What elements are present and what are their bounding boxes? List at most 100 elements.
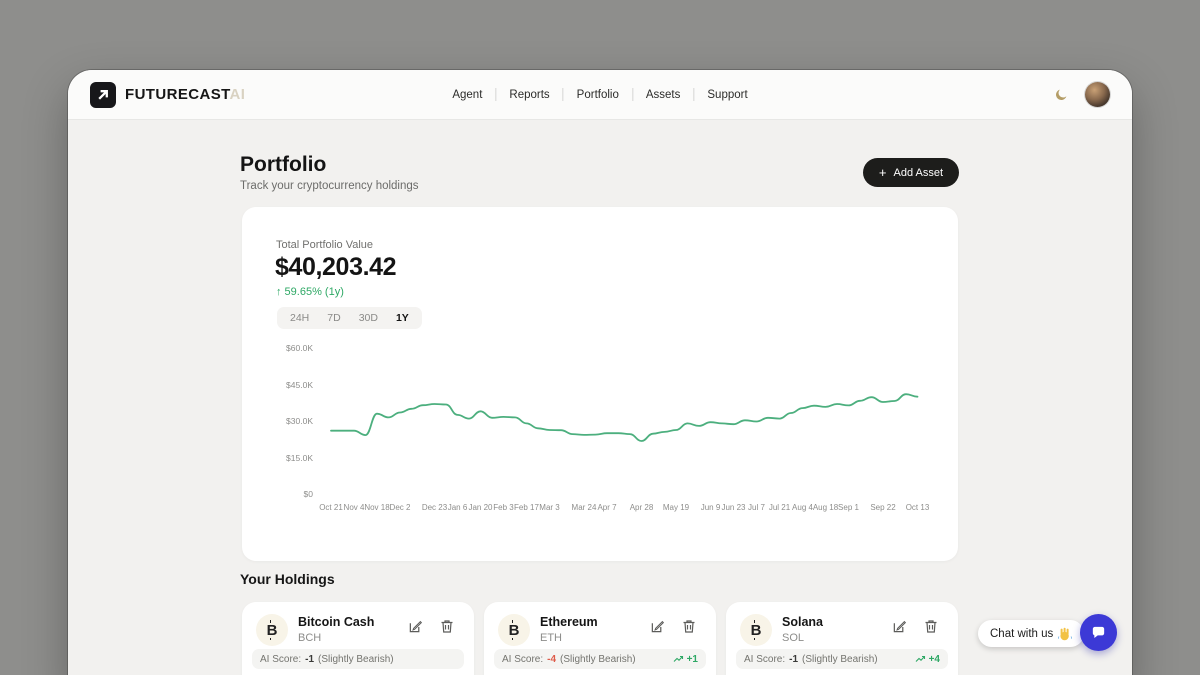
x-axis-label: Apr 7 [597,503,617,512]
coin-icon-circle: B [740,614,772,646]
app-window: FUTURECASTAI Agent Reports Portfolio Ass… [68,70,1132,675]
coin-icon-circle: B [498,614,530,646]
nav-separator [693,88,695,101]
holding-card-sol: B Solana SOL AI Score: -1 (Slightly Bear… [726,602,958,675]
chat-launcher-button[interactable] [1080,614,1117,651]
coin-symbol: BCH [298,632,322,644]
portfolio-line-chart: $60.0K $45.0K $30.0K $15.0K $0 Oct 21 Nov 4 Nov… [242,207,958,561]
total-value-label: Total Portfolio Value [276,239,374,251]
trash-icon [683,619,695,633]
page-subtitle: Track your cryptocurrency holdings [240,180,419,192]
x-axis-label: Sep 22 [870,503,896,512]
coin-name: Bitcoin Cash [298,615,375,629]
portfolio-value-card: Total Portfolio Value $40,203.42 ↑ 59.65… [242,207,958,561]
bitcoin-icon: B [508,620,520,640]
x-axis-label: Jul 7 [748,503,765,512]
x-axis-label: Jan 20 [468,503,493,512]
coin-icon-circle: B [256,614,288,646]
nav-item-agent[interactable]: Agent [452,88,483,101]
x-axis-label: Oct 21 [319,503,343,512]
ai-trend: +1 [673,654,698,665]
y-axis-label: $60.0K [286,343,313,353]
coin-symbol: ETH [540,632,562,644]
ai-score-row: AI Score: -1 (Slightly Bearish) [252,649,464,669]
x-axis-label: Nov 4 [343,503,365,512]
x-axis-label: Feb 3 [493,503,514,512]
nav-separator [562,88,564,101]
edit-icon [409,620,422,632]
x-axis-label: Sep 1 [838,503,859,512]
trash-icon [441,619,453,633]
coin-symbol: SOL [782,632,805,644]
edit-asset-button[interactable] [890,617,908,635]
ai-score-row: AI Score: -1 (Slightly Bearish) +4 [736,649,948,669]
value-change-badge: ↑ 59.65% (1y) [276,286,344,298]
chat-bubble-icon [1092,626,1105,638]
x-axis-label: Aug 18 [812,503,839,512]
page-title: Portfolio [240,153,327,176]
x-axis-label: Nov 18 [364,503,390,512]
x-axis-label: Jun 23 [721,503,746,512]
chat-with-us-pill[interactable]: Chat with us [978,620,1085,647]
x-axis-label: Mar 24 [571,503,597,512]
edit-icon [651,620,664,632]
edit-asset-button[interactable] [648,617,666,635]
add-asset-button[interactable]: + Add Asset [863,158,959,187]
x-axis-label: Dec 2 [389,503,411,512]
trash-icon [925,619,937,633]
ai-score-row: AI Score: -4 (Slightly Bearish) +1 [494,649,706,669]
range-30d[interactable]: 30D [358,312,378,324]
range-1y[interactable]: 1Y [395,312,409,324]
user-avatar[interactable] [1085,82,1110,107]
edit-asset-button[interactable] [406,617,424,635]
x-axis-label: Jul 21 [768,503,791,512]
range-24h[interactable]: 24H [290,312,310,324]
nav-item-assets[interactable]: Assets [645,88,681,101]
x-axis-label: Dec 23 [421,503,448,512]
x-axis-label: Aug 4 [792,503,813,512]
moon-icon [1055,89,1066,101]
ai-trend: +4 [915,654,940,665]
nav-separator [631,88,633,101]
x-axis-label: Apr 28 [629,503,654,512]
total-value-amount: $40,203.42 [275,253,397,281]
range-7d[interactable]: 7D [327,312,341,324]
brand-name: FUTURECASTAI [125,86,246,103]
delete-asset-button[interactable] [438,617,456,635]
nav-item-portfolio[interactable]: Portfolio [576,88,619,101]
nav-separator [495,88,497,101]
x-axis-label: Jan 6 [447,503,468,512]
nav-item-support[interactable]: Support [707,88,748,101]
y-axis-label: $15.0K [286,452,313,463]
dark-mode-toggle[interactable] [1051,85,1071,105]
time-range-selector: 24H 7D 30D 1Y [277,307,422,329]
plus-icon: + [878,165,887,180]
x-axis-label: Jun 9 [700,503,721,512]
logo-arrow-icon [90,81,116,108]
trending-up-icon [915,655,925,662]
holdings-section-title: Your Holdings [240,571,335,587]
x-axis-label: Oct 13 [905,503,930,512]
x-axis-label: Feb 17 [514,503,539,512]
brand-logo[interactable]: FUTURECASTAI [90,81,246,108]
delete-asset-button[interactable] [680,617,698,635]
delete-asset-button[interactable] [922,617,940,635]
bitcoin-icon: B [266,620,278,640]
y-axis-label: $30.0K [286,416,313,426]
top-nav: FUTURECASTAI Agent Reports Portfolio Ass… [68,70,1132,120]
edit-icon [893,620,906,632]
x-axis-label: Mar 3 [539,503,560,512]
coin-name: Solana [782,615,823,629]
x-axis-label: May 19 [662,503,690,512]
coin-name: Ethereum [540,615,598,629]
nav-item-reports[interactable]: Reports [509,88,550,101]
nav-right [1051,82,1110,107]
bitcoin-icon: B [750,620,762,640]
nav-menu: Agent Reports Portfolio Assets Support [439,88,760,101]
holding-card-eth: B Ethereum ETH AI Score: -4 (Slightly Be… [484,602,716,675]
trending-up-icon [673,655,683,662]
line-series [330,393,919,442]
holding-card-bch: B Bitcoin Cash BCH AI Score: -1 (Slightl… [242,602,474,675]
y-axis-label: $0 [303,489,313,499]
